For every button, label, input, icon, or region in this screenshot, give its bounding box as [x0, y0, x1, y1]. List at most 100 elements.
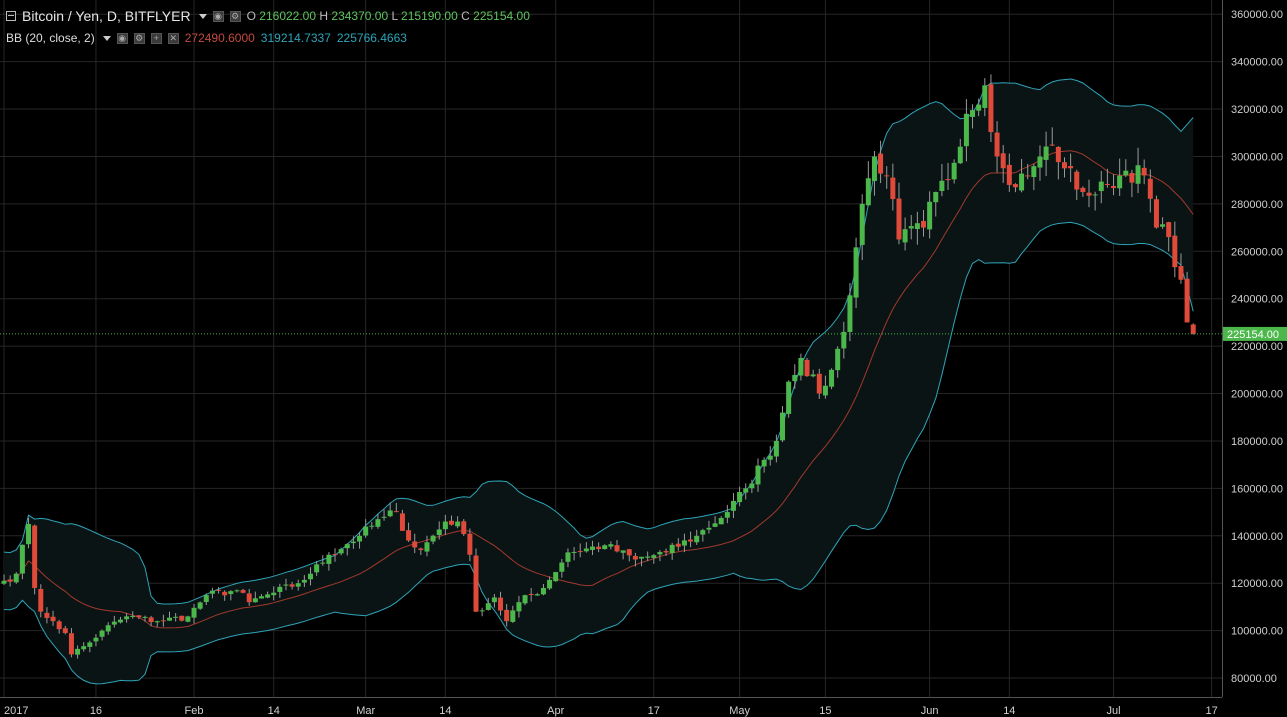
x-tick-label: Feb	[185, 705, 204, 717]
candle-body	[865, 178, 871, 206]
plus-icon[interactable]: +	[150, 32, 162, 44]
candle-body	[1074, 171, 1080, 190]
candle-body	[148, 617, 154, 623]
candle-body	[13, 573, 19, 583]
candle-body	[951, 162, 957, 180]
close-value: 225154.00	[473, 9, 530, 23]
candle-body	[381, 516, 387, 518]
candle-body	[982, 85, 988, 108]
candle-body	[583, 548, 589, 552]
x-tick-label: 2017	[4, 705, 28, 717]
candle-body	[675, 543, 681, 547]
candle-body	[1178, 266, 1184, 280]
bb-upper-value: 319214.7337	[260, 31, 331, 45]
candle-body	[657, 552, 663, 555]
candle-body	[700, 530, 706, 535]
candle-body	[559, 562, 565, 572]
candle-body	[786, 381, 792, 414]
candle-body	[602, 545, 608, 550]
candle-body	[111, 621, 117, 625]
candle-body	[902, 229, 908, 243]
eye-icon[interactable]: ◉	[212, 10, 224, 22]
candle-body	[792, 375, 798, 382]
candle-body	[1043, 146, 1049, 160]
candle-body	[914, 223, 920, 230]
candle-body	[994, 132, 1000, 157]
candle-body	[871, 156, 877, 181]
candle-body	[271, 592, 277, 596]
candle-body	[890, 177, 896, 200]
eye-icon[interactable]: ◉	[116, 32, 128, 44]
candle-body	[369, 525, 375, 527]
candle-body	[203, 595, 209, 602]
candle-body	[730, 500, 736, 511]
y-tick-label: 120000.00	[1231, 578, 1283, 590]
candle-body	[1, 580, 7, 584]
candle-body	[222, 591, 228, 596]
candle-body	[314, 564, 320, 573]
candle-body	[688, 539, 694, 542]
x-tick-label: Apr	[547, 705, 564, 717]
candle-body	[970, 110, 976, 117]
candle-body	[412, 541, 418, 548]
candle-body	[473, 555, 479, 612]
candle-body	[755, 465, 761, 485]
candle-body	[620, 550, 626, 553]
collapse-icon[interactable]	[6, 11, 16, 21]
candle-body	[436, 529, 442, 535]
candle-body	[32, 525, 38, 588]
candle-body	[933, 192, 939, 203]
candle-body	[681, 540, 687, 546]
candle-body	[510, 610, 516, 622]
candle-body	[191, 607, 197, 618]
candle-body	[68, 633, 74, 655]
symbol-title[interactable]: Bitcoin / Yen, D, BITFLYER	[22, 8, 191, 24]
candle-body	[939, 180, 945, 191]
candle-body	[804, 359, 810, 377]
indicator-name[interactable]: BB (20, close, 2)	[6, 31, 95, 45]
candle-body	[216, 589, 222, 591]
candle-body	[75, 648, 81, 655]
candle-body	[38, 588, 44, 612]
x-tick-label: 17	[648, 705, 660, 717]
x-tick-label: Mar	[356, 705, 375, 717]
candle-body	[26, 523, 32, 545]
dropdown-caret-icon[interactable]	[102, 35, 111, 41]
y-tick-label: 340000.00	[1231, 57, 1283, 69]
candle-body	[142, 616, 148, 618]
candle-body	[504, 609, 510, 622]
candle-body	[816, 373, 822, 394]
candle-body	[822, 385, 828, 396]
y-tick-label: 200000.00	[1231, 389, 1283, 401]
candle-body	[608, 544, 614, 547]
candle-body	[749, 483, 755, 489]
candle-body	[976, 104, 982, 111]
candle-body	[712, 523, 718, 527]
close-icon[interactable]: ✕	[167, 32, 179, 44]
candle-body	[1184, 278, 1190, 323]
candle-body	[289, 584, 295, 587]
y-tick-label: 260000.00	[1231, 246, 1283, 258]
candle-body	[1172, 235, 1178, 268]
candle-body	[853, 247, 859, 298]
candle-body	[357, 535, 363, 542]
x-tick-label: 16	[90, 705, 102, 717]
candle-body	[780, 412, 786, 441]
last-price-tag	[1223, 326, 1287, 341]
candle-body	[406, 530, 412, 541]
bb-lower-line	[3, 221, 1194, 685]
settings-icon[interactable]: ⚙	[229, 10, 241, 22]
candle-body	[1025, 175, 1031, 177]
candle-body	[835, 348, 841, 371]
bb-basis-value: 272490.6000	[184, 31, 255, 45]
open-value: 216022.00	[259, 9, 317, 23]
candle-body	[209, 590, 215, 594]
low-value: 215190.00	[401, 9, 458, 23]
settings-icon[interactable]: ⚙	[133, 32, 145, 44]
x-tick-label: Jul	[1106, 705, 1120, 717]
y-tick-label: 220000.00	[1231, 341, 1283, 353]
x-tick-label: Jun	[921, 705, 939, 717]
candle-body	[308, 573, 313, 580]
dropdown-caret-icon[interactable]	[198, 13, 207, 19]
